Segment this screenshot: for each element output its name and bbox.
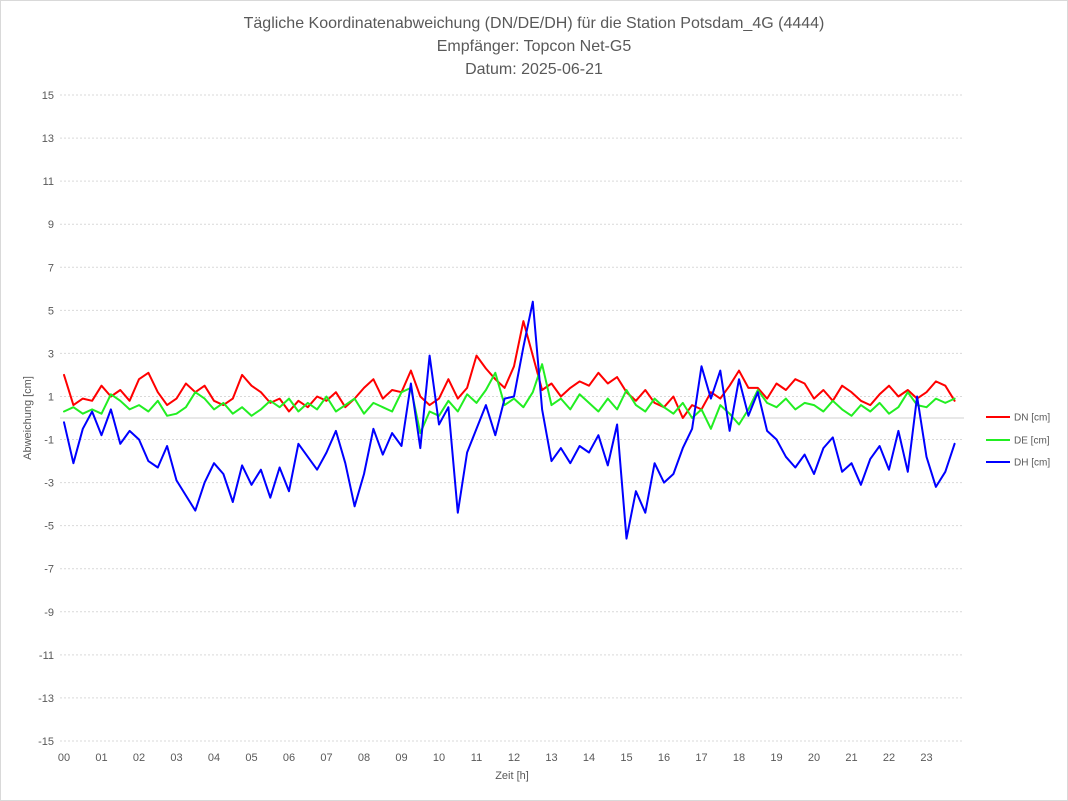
chart-title-block: Tägliche Koordinatenabweichung (DN/DE/DH… (244, 15, 825, 78)
chart-title: Tägliche Koordinatenabweichung (DN/DE/DH… (244, 15, 825, 32)
x-tick-label: 00 (58, 752, 70, 764)
y-tick-label: 11 (43, 176, 54, 188)
y-tick-label: 7 (48, 262, 54, 274)
y-tick-label: -13 (38, 693, 54, 705)
y-axis-tick-labels: 15 13 11 9 7 5 3 1 -1 -3 -5 -7 -9 -11 -13 -15 (38, 90, 54, 748)
x-tick-label: 14 (583, 752, 595, 764)
x-tick-label: 03 (170, 752, 182, 764)
series-lines (63, 300, 956, 540)
x-tick-label: 02 (133, 752, 145, 764)
x-tick-label: 10 (433, 752, 445, 764)
legend-label: DH [cm] (1014, 458, 1050, 469)
x-tick-label: 23 (920, 752, 932, 764)
legend: DN [cm] DE [cm] DH [cm] (986, 413, 1050, 469)
x-tick-label: 19 (770, 752, 782, 764)
y-tick-label: 3 (48, 348, 54, 360)
y-tick-label: -15 (38, 736, 54, 748)
x-tick-label: 01 (95, 752, 107, 764)
y-tick-label: -9 (44, 607, 54, 619)
series-line-dh (63, 300, 956, 540)
y-tick-label: -11 (39, 650, 54, 662)
x-tick-label: 16 (658, 752, 670, 764)
x-tick-label: 17 (695, 752, 707, 764)
x-tick-label: 12 (508, 752, 520, 764)
x-tick-label: 06 (283, 752, 295, 764)
y-tick-label: -7 (44, 564, 54, 576)
x-tick-label: 09 (395, 752, 407, 764)
x-tick-label: 22 (883, 752, 895, 764)
y-tick-label: 13 (42, 133, 54, 145)
legend-label: DE [cm] (1014, 436, 1050, 447)
y-tick-label: -5 (44, 521, 54, 533)
x-axis-tick-labels: 00 01 02 03 04 05 06 07 08 09 10 11 12 13 14 15 16 17 18 19… (58, 752, 933, 764)
chart-subtitle-receiver: Empfänger: Topcon Net-G5 (437, 38, 632, 55)
y-tick-label: 15 (42, 90, 54, 102)
series-line-dn (63, 320, 956, 419)
series-line-de (63, 363, 956, 435)
legend-item-dh: DH [cm] (986, 458, 1050, 469)
x-tick-label: 20 (808, 752, 820, 764)
x-axis-title: Zeit [h] (495, 770, 529, 782)
legend-item-dn: DN [cm] (986, 413, 1050, 424)
legend-label: DN [cm] (1014, 413, 1050, 424)
x-tick-label: 04 (208, 752, 220, 764)
y-axis-title: Abweichung [cm] (22, 376, 34, 460)
y-tick-label: 5 (48, 305, 54, 317)
x-tick-label: 08 (358, 752, 370, 764)
y-tick-label: -1 (44, 435, 54, 447)
x-tick-label: 21 (845, 752, 857, 764)
x-tick-label: 05 (245, 752, 257, 764)
x-tick-label: 11 (471, 752, 482, 764)
x-tick-label: 07 (320, 752, 332, 764)
x-tick-label: 13 (545, 752, 557, 764)
y-tick-label: 1 (48, 391, 54, 403)
chart-subtitle-date: Datum: 2025-06-21 (465, 61, 603, 78)
x-tick-label: 18 (733, 752, 745, 764)
y-tick-label: 9 (48, 219, 54, 231)
x-tick-label: 15 (620, 752, 632, 764)
legend-item-de: DE [cm] (986, 436, 1050, 447)
y-tick-label: -3 (44, 478, 54, 490)
